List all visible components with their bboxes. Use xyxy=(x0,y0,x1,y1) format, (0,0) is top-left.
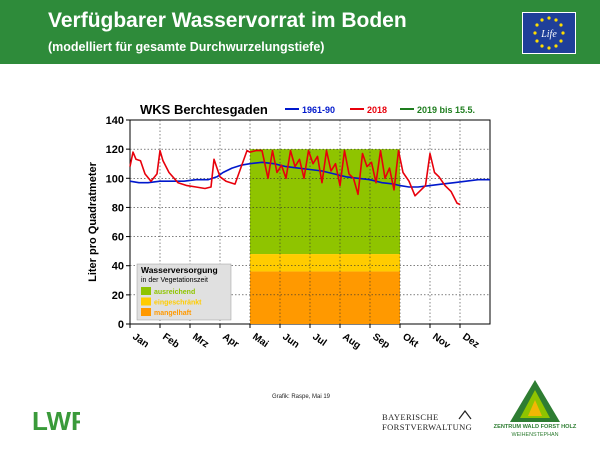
eu-life-logo: Life xyxy=(522,12,576,54)
zentrum-line1: ZENTRUM WALD FORST HOLZ xyxy=(493,424,577,430)
bayern-line1: BAYERISCHE xyxy=(382,412,439,422)
y-tick-label: 0 xyxy=(118,319,124,331)
veg-label-0: ausreichend xyxy=(154,289,195,296)
page-title: Verfügbarer Wasservorrat im Boden xyxy=(48,9,407,32)
y-tick-label: 60 xyxy=(112,232,124,244)
grid-lines xyxy=(130,120,490,324)
zentrum-tree-icon xyxy=(510,380,560,422)
y-tick-label: 100 xyxy=(106,173,124,185)
veg-label-1: eingeschränkt xyxy=(154,300,202,307)
x-tick-label: Jan xyxy=(130,331,150,350)
band-1 xyxy=(250,254,400,272)
y-tick-label: 20 xyxy=(112,290,124,302)
legend-label-0: 1961-90 xyxy=(302,105,335,115)
x-tick-label: Apr xyxy=(220,331,241,350)
y-tick-label: 120 xyxy=(106,144,124,156)
y-tick-label: 80 xyxy=(112,202,124,214)
series-lines xyxy=(129,149,490,206)
x-tick-label: Okt xyxy=(400,331,421,350)
veg-box-bg xyxy=(136,263,232,321)
x-tick-label: Jul xyxy=(310,331,328,348)
lwf-logo-text: LWF xyxy=(32,406,80,434)
veg-label-2: mangelhaft xyxy=(154,310,192,317)
bayern-line2: FORSTVERWALTUNG xyxy=(382,422,473,432)
x-tick-label: Feb xyxy=(160,331,181,350)
x-tick-label: Sep xyxy=(370,331,391,351)
legend-label-1: 2018 xyxy=(367,105,387,115)
y-axis-label: Liter pro Quadratmeter xyxy=(87,161,99,282)
x-tick-label: Mrz xyxy=(190,331,210,350)
veg-swatch-1 xyxy=(141,297,151,306)
veg-swatch-2 xyxy=(141,308,151,316)
chart-credit: Grafik: Raspe, Mai 19 xyxy=(272,394,331,400)
eu-logo-text: Life xyxy=(540,29,557,40)
x-tick-label: Jun xyxy=(280,331,301,350)
vegetation-legend-box: Wasserversorgung in der Vegetationszeit au… xyxy=(136,263,232,321)
y-tick-label: 40 xyxy=(112,261,124,273)
veg-box-title: Wasserversorgung xyxy=(141,265,218,275)
x-tick-label: Mai xyxy=(250,331,270,350)
zentrum-wald-forst-holz-logo: ZENTRUM WALD FORST HOLZ WEIHENSTEPHAN xyxy=(490,378,580,448)
x-tick-label: Dez xyxy=(460,331,481,350)
legend-label-2: 2019 bis 15.5. xyxy=(417,105,475,115)
header-bar: Verfügbarer Wasservorrat im Boden (model… xyxy=(0,0,600,64)
bayerische-forstverwaltung-logo: BAYERISCHE FORSTVERWALTUNG xyxy=(382,410,473,432)
page-subtitle: (modelliert für gesamte Durchwurzelungst… xyxy=(48,40,325,54)
band-2 xyxy=(250,271,400,324)
veg-box-subtitle: in der Vegetationszeit xyxy=(141,277,208,284)
chart-title: WKS Berchtesgaden xyxy=(140,102,268,117)
zentrum-line2: WEIHENSTEPHAN xyxy=(511,432,559,438)
veg-swatch-0 xyxy=(141,287,151,295)
x-tick-label: Nov xyxy=(430,331,452,351)
bayern-mark-icon xyxy=(458,410,472,420)
legend: 1961-90 2018 2019 bis 15.5. xyxy=(285,105,475,115)
series-line-1 xyxy=(129,149,461,206)
x-tick-label: Aug xyxy=(340,331,362,351)
y-tick-label: 140 xyxy=(106,115,124,127)
lwf-logo: LWF xyxy=(32,406,87,436)
